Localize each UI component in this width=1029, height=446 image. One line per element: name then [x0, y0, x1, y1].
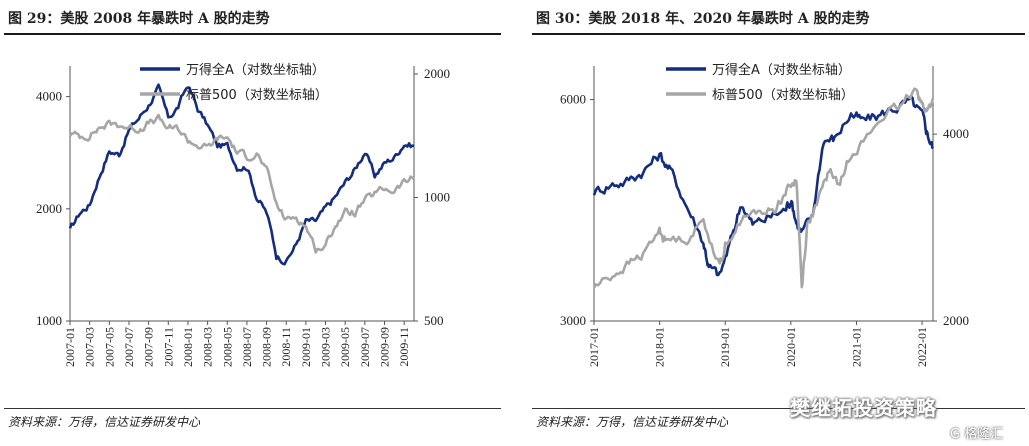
title-rule	[532, 33, 1025, 35]
series-line-wind-a	[592, 94, 934, 277]
x-tick-label: 2009-01	[299, 327, 313, 367]
series-line-sp500	[68, 113, 415, 254]
series-line-sp500	[592, 87, 934, 289]
x-tick-label: 2009-09	[378, 327, 392, 367]
x-tick-label: 2008-05	[220, 327, 234, 367]
x-tick-label: 2018-01	[653, 327, 667, 367]
right-panel: 图 30：美股 2018 年、2020 年暴跌时 A 股的走势 3000 6000…	[528, 0, 1029, 446]
y-right-tick-label: 4000	[943, 126, 969, 141]
series-line-wind-a	[68, 83, 415, 266]
x-tick-label: 2007-03	[83, 327, 97, 367]
legend-label: 标普500（对数坐标轴）	[186, 88, 328, 103]
bottom-rule	[4, 408, 501, 409]
watermark-logo-text: G 格隆汇	[950, 427, 1004, 442]
x-tick-label: 2022-01	[915, 327, 929, 367]
title-rule	[4, 33, 501, 35]
y-left-tick-label: 4000	[36, 89, 62, 104]
legend-label: 标普500（对数坐标轴）	[712, 88, 854, 103]
x-tick-label: 2009-07	[358, 327, 372, 367]
y-left-tick-label: 3000	[560, 313, 586, 328]
y-left-tick-label: 2000	[36, 201, 62, 216]
x-tick-label: 2009-11	[397, 327, 411, 367]
x-tick-label: 2008-01	[181, 327, 195, 367]
y-left-tick-label: 6000	[560, 92, 586, 107]
legend-label: 万得全A（对数坐标轴）	[186, 62, 325, 78]
figure-title-29: 图 29：美股 2008 年暴跌时 A 股的走势	[8, 11, 270, 27]
y-right-tick-label: 2000	[424, 66, 450, 81]
chart-us-2008: 1000 2000 4000 500 1000 2000 2007-01 2007-03 200…	[36, 62, 450, 367]
x-tick-label: 2007-11	[161, 327, 175, 367]
x-tick-label: 2009-03	[319, 327, 333, 367]
x-tick-label: 2007-05	[102, 327, 116, 367]
x-tick-label: 2017-01	[587, 327, 601, 367]
x-tick-label: 2007-09	[142, 327, 156, 367]
watermark-text: 樊继拓投资策略	[790, 396, 937, 420]
left-panel: 图 29：美股 2008 年暴跌时 A 股的走势 1000 2000 4000 500…	[0, 0, 505, 446]
source-note: 资料来源：万得，信达证券研发中心	[536, 415, 729, 429]
x-tick-label: 2021-01	[849, 327, 863, 367]
figure-title-30: 图 30：美股 2018 年、2020 年暴跌时 A 股的走势	[536, 11, 870, 27]
x-tick-label: 2008-09	[260, 327, 274, 367]
y-right-tick-label: 500	[424, 313, 444, 328]
source-note: 资料来源：万得，信达证券研发中心	[8, 415, 201, 429]
x-tick-label: 2009-05	[338, 327, 352, 367]
x-tick-label: 2019-01	[718, 327, 732, 367]
y-right-tick-label: 1000	[424, 190, 450, 205]
x-tick-label: 2007-01	[63, 327, 77, 367]
chart-us-2018-2020: 3000 6000 2000 4000 2017-01 2018-01 2019-01 202…	[560, 62, 969, 367]
x-tick-label: 2020-01	[784, 327, 798, 367]
x-tick-label: 2008-03	[201, 327, 215, 367]
y-right-tick-label: 2000	[943, 313, 969, 328]
legend-label: 万得全A（对数坐标轴）	[712, 62, 851, 78]
x-tick-label: 2007-07	[122, 327, 136, 367]
y-left-tick-label: 1000	[36, 313, 62, 328]
x-tick-label: 2008-11	[279, 327, 293, 367]
x-tick-label: 2008-07	[240, 327, 254, 367]
bottom-rule	[532, 408, 1025, 409]
